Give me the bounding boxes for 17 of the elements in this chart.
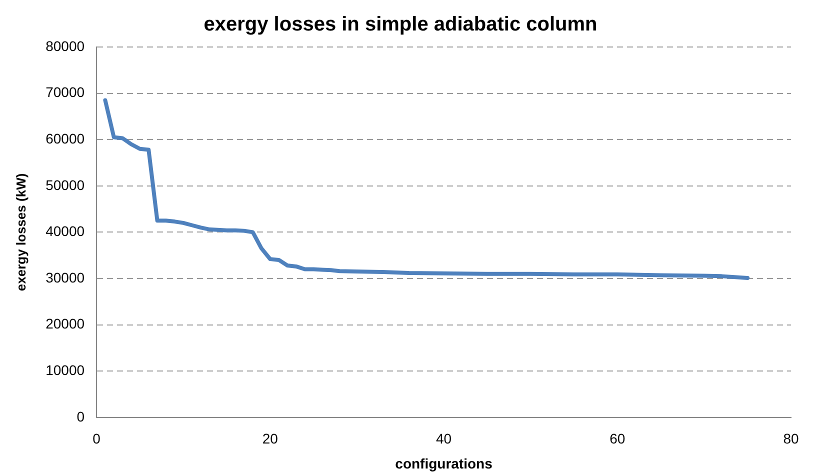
y-tick-label: 60000 [46,130,85,146]
y-tick-label: 10000 [46,362,85,378]
y-tick-label: 80000 [46,38,85,54]
y-tick-label: 40000 [46,223,85,240]
y-axis-title: exergy losses (kW) [13,173,28,292]
chart-title: exergy losses in simple adiabatic column [204,14,598,36]
x-tick-label: 60 [610,430,626,447]
x-tick-label: 40 [436,430,452,447]
x-tick-label: 20 [262,430,278,447]
y-tick-label: 20000 [46,316,85,332]
x-axis-title: configurations [395,455,493,472]
y-tick-label: 70000 [46,84,85,100]
x-tick-label: 0 [92,430,101,447]
y-tick-label: 50000 [46,176,85,193]
x-tick-label: 80 [783,430,799,447]
y-tick-label: 0 [76,408,85,424]
y-tick-label: 30000 [46,269,85,286]
